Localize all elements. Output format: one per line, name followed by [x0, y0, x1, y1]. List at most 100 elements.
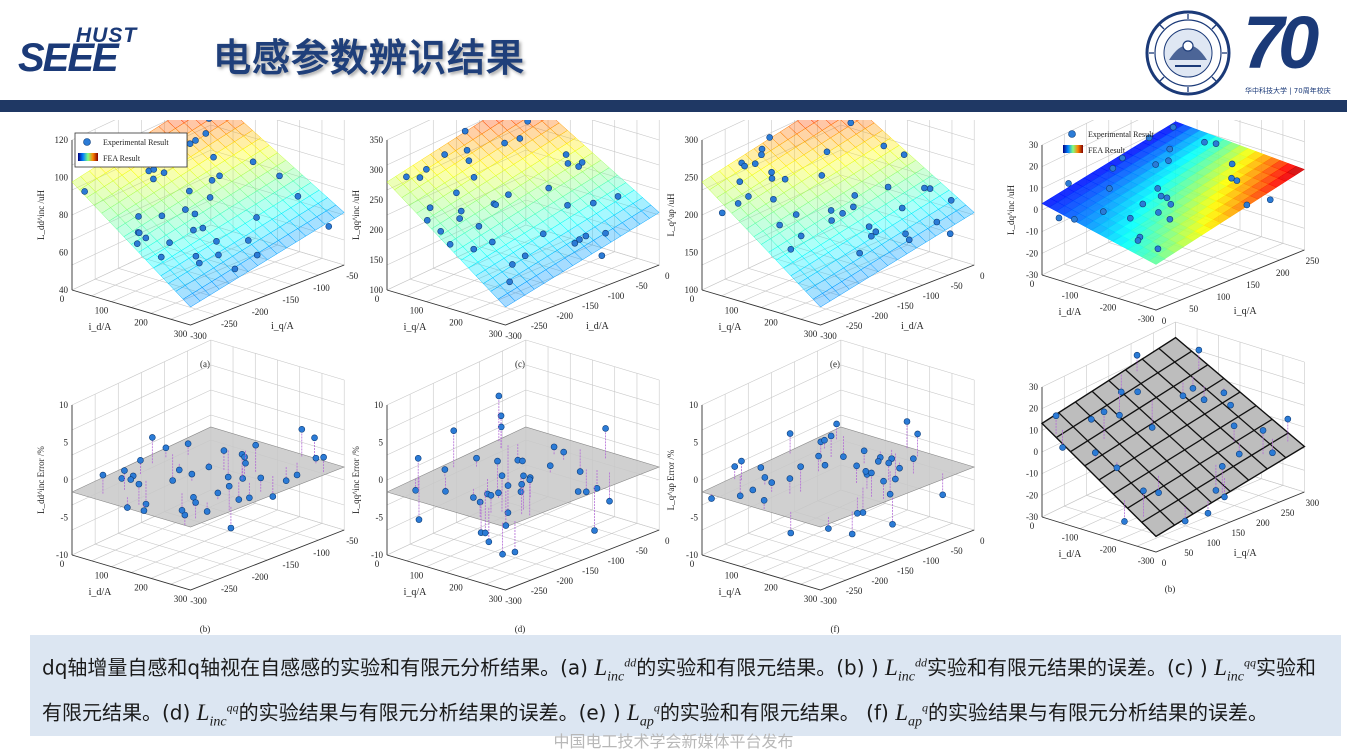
experimental-point: [414, 454, 422, 462]
experimental-point: [485, 538, 493, 546]
z-tick-label: -10: [686, 550, 698, 560]
z-tick-label: 250: [685, 173, 699, 183]
experimental-point: [1055, 214, 1063, 222]
page-title: 电感参数辨识结果: [213, 36, 526, 80]
z-tick-label: 100: [685, 285, 699, 295]
y-tick-label: -200: [252, 572, 269, 582]
experimental-point: [1106, 185, 1113, 192]
experimental-point: [519, 457, 526, 465]
experimental-point: [135, 229, 143, 237]
experimental-point: [1091, 449, 1099, 457]
experimental-point: [403, 173, 410, 181]
experimental-point: [1204, 509, 1212, 517]
x-tick-label: 100: [95, 571, 109, 581]
experimental-point: [868, 469, 875, 477]
experimental-point: [127, 476, 135, 483]
experimental-point: [1088, 415, 1095, 423]
experimental-point: [1148, 424, 1156, 431]
experimental-point: [1139, 200, 1147, 208]
experimental-point: [823, 148, 831, 156]
experimental-point: [939, 491, 946, 499]
experimental-point: [190, 226, 197, 234]
experimental-points: [718, 120, 955, 257]
experimental-point: [862, 467, 870, 475]
experimental-point: [1284, 415, 1292, 423]
experimental-point: [526, 476, 534, 484]
experimental-point: [1157, 192, 1165, 200]
anniversary-text: 华中科技大学 | 70周年校庆: [1245, 87, 1331, 95]
experimental-point: [133, 240, 141, 247]
experimental-point: [203, 508, 211, 515]
y-tick-label: -300: [820, 331, 837, 341]
x-tick-label: 100: [410, 571, 424, 581]
experimental-point: [560, 448, 567, 456]
experimental-point: [225, 482, 233, 490]
z-axis-label: L_qq^inc /uH: [351, 190, 361, 240]
x-tick-label: 200: [134, 582, 148, 592]
experimental-point: [564, 160, 572, 167]
experimental-point: [175, 466, 183, 474]
caption-part: dq轴增量自感和q轴视在自感感的实验和有限元分析结果。(a): [42, 655, 595, 680]
experimental-point: [231, 265, 239, 273]
y-tick-label: -100: [313, 548, 330, 558]
y-tick-label: 50: [1189, 304, 1199, 314]
experimental-point: [516, 135, 524, 142]
experimental-point: [926, 185, 934, 192]
experimental-point: [787, 529, 795, 537]
y-tick-label: -100: [313, 283, 330, 293]
y-tick-label: -300: [190, 596, 207, 606]
experimental-point: [1221, 493, 1228, 501]
experimental-point: [910, 455, 917, 462]
experimental-point: [202, 130, 210, 137]
experimental-point: [545, 184, 552, 192]
z-tick-label: 10: [59, 400, 69, 410]
y-tick-label: 300: [1306, 498, 1320, 508]
z-tick-label: -10: [371, 550, 383, 560]
experimental-point: [761, 474, 769, 481]
experimental-point: [766, 134, 773, 141]
experimental-point: [1212, 140, 1220, 147]
caption-math-l-inc-qq: Lincqq: [1214, 654, 1256, 685]
experimental-point: [539, 230, 547, 238]
experimental-point: [903, 418, 911, 425]
caption-part: 实验和有限元结果。(d): [42, 655, 1316, 725]
error-zero-plane: [1040, 336, 1306, 538]
experimental-point: [158, 212, 166, 220]
experimental-point: [235, 496, 243, 503]
z-tick-label: 150: [685, 248, 699, 258]
experimental-point: [498, 472, 506, 479]
x-axis-label: i_q/A: [404, 587, 428, 598]
y-tick-label: 200: [1256, 518, 1270, 528]
experimental-point: [1269, 449, 1276, 457]
experimental-point: [550, 443, 558, 451]
legend-experimental-text: Experimental Result: [1088, 130, 1154, 139]
experimental-point: [1099, 208, 1107, 215]
experimental-point: [872, 228, 880, 236]
experimental-point: [1179, 392, 1187, 400]
experimental-point: [208, 177, 216, 184]
axis-base-lines: [71, 264, 345, 326]
experimental-point: [206, 194, 214, 201]
fea-surface: [386, 120, 660, 308]
z-tick-label: 10: [374, 400, 384, 410]
experimental-point: [505, 191, 512, 198]
experimental-point: [412, 486, 419, 494]
experimental-point: [224, 473, 232, 481]
experimental-point: [257, 474, 265, 482]
panel-label: (f): [831, 624, 840, 634]
fea-surface: [1041, 121, 1305, 265]
experimental-point: [884, 183, 892, 191]
experimental-point: [1155, 209, 1162, 216]
experimental-point: [504, 482, 512, 489]
caption-part: 的实验和有限元结果。(b) ): [636, 655, 886, 680]
caption-part: 的实验结果与有限元分析结果的误差。(e) ): [238, 700, 628, 725]
z-tick-label: 150: [370, 255, 384, 265]
experimental-point: [571, 239, 579, 247]
experimental-point: [1200, 396, 1208, 404]
z-axis-label: L_dd^inc Error /%: [36, 446, 46, 514]
experimental-point: [249, 158, 257, 166]
